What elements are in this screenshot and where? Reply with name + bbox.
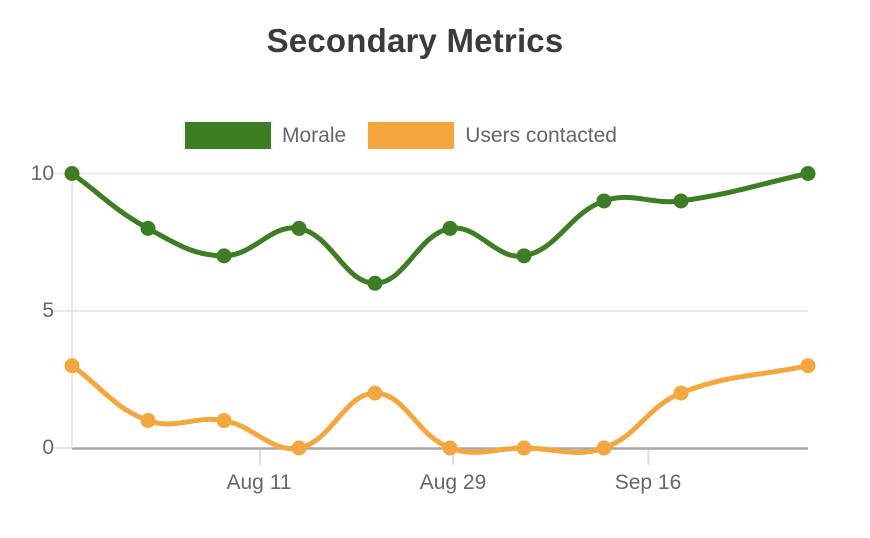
legend-item-morale[interactable]: Morale [185,122,346,149]
data-point-morale-1[interactable] [140,220,156,236]
legend-swatch-morale [185,122,271,149]
line-morale [69,171,811,286]
y-tick-label-5: 5 [42,299,54,322]
data-point-users-contacted-7[interactable] [596,440,612,456]
data-point-users-contacted-9[interactable] [800,358,816,374]
line-users-contacted [69,363,811,455]
data-point-morale-8[interactable] [673,193,689,209]
x-tick-label-aug-29: Aug 29 [419,471,487,494]
data-point-users-contacted-2[interactable] [216,413,232,429]
data-point-users-contacted-8[interactable] [673,385,689,401]
data-point-users-contacted-6[interactable] [516,440,532,456]
chart-title: Secondary Metrics [266,22,564,59]
legend-swatch-users-contacted [368,122,455,149]
data-point-morale-7[interactable] [596,193,612,209]
legend-item-users-contacted[interactable]: Users contacted [368,122,617,149]
y-tick-label-10: 10 [30,161,54,185]
x-tick-label-aug-11: Aug 11 [226,471,292,494]
data-point-morale-6[interactable] [516,248,532,264]
legend-label-morale: Morale [282,124,347,147]
y-tick-label-0: 0 [42,436,54,459]
data-point-users-contacted-3[interactable] [291,440,307,456]
data-point-users-contacted-0[interactable] [64,358,80,374]
chart-legend: Morale Users contacted [185,122,617,149]
data-point-users-contacted-4[interactable] [367,385,383,401]
data-point-morale-5[interactable] [442,220,458,236]
data-point-users-contacted-5[interactable] [442,440,458,456]
data-point-morale-3[interactable] [291,220,307,236]
series-morale [64,166,816,291]
data-point-morale-0[interactable] [64,166,80,181]
data-point-morale-4[interactable] [367,275,383,291]
x-tick-label-sep-16: Sep 16 [614,471,682,494]
data-point-morale-9[interactable] [800,166,816,181]
legend-label-users-contacted: Users contacted [465,124,617,147]
data-point-morale-2[interactable] [216,248,232,264]
series-users-contacted [64,358,816,456]
data-point-users-contacted-1[interactable] [140,413,156,429]
